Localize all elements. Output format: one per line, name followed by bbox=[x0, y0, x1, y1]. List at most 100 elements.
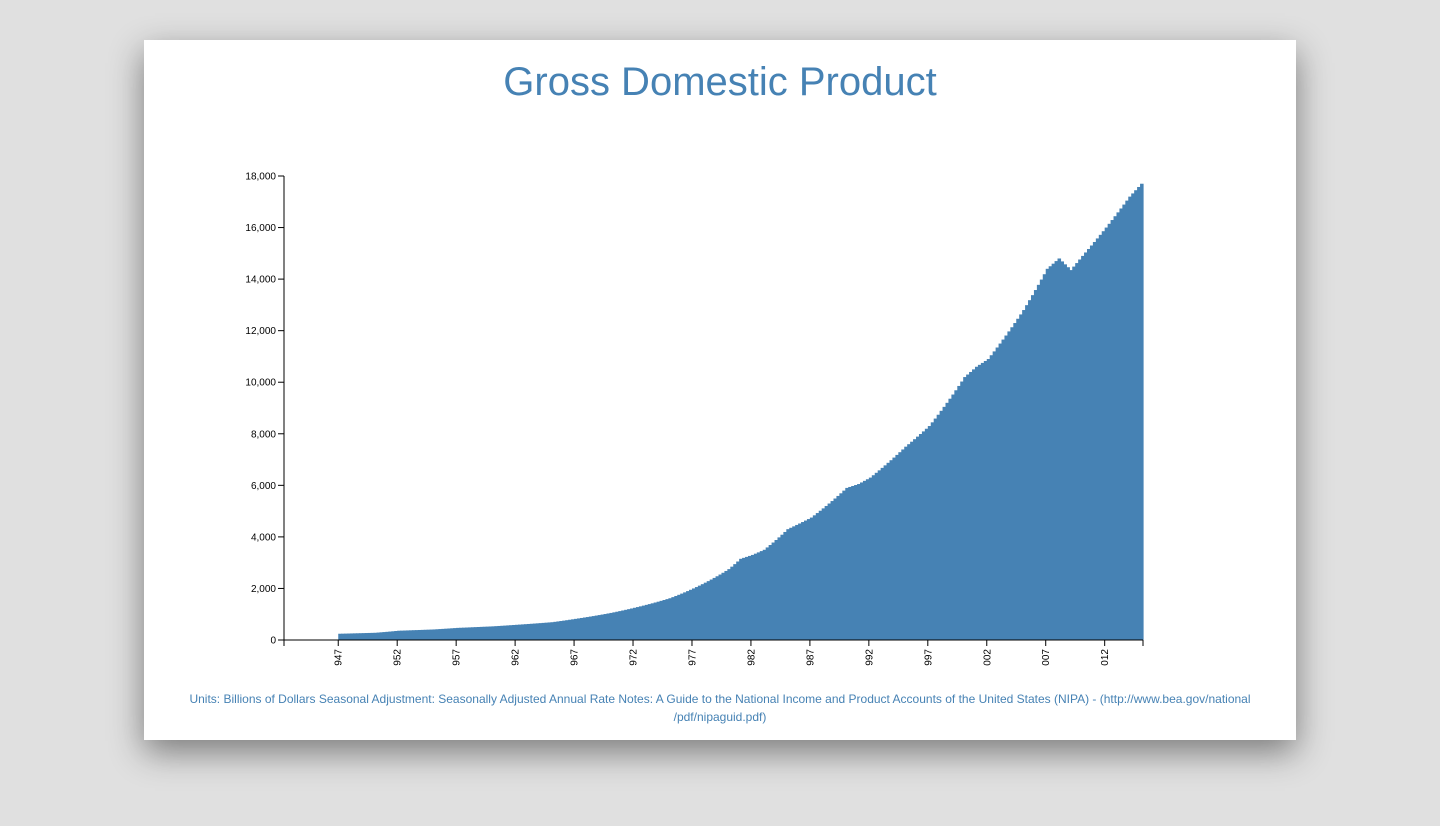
bar bbox=[689, 589, 693, 640]
y-tick-label: 4,000 bbox=[251, 532, 276, 543]
bar bbox=[450, 628, 454, 640]
bar bbox=[969, 371, 973, 640]
bar bbox=[488, 626, 493, 640]
bar bbox=[544, 622, 549, 640]
bar bbox=[615, 611, 619, 640]
bar bbox=[992, 351, 997, 640]
bar bbox=[553, 621, 557, 640]
bar bbox=[1013, 323, 1017, 640]
bar bbox=[756, 552, 761, 640]
bar bbox=[518, 624, 522, 640]
bar bbox=[860, 482, 864, 640]
bar bbox=[535, 623, 540, 640]
bar bbox=[621, 610, 625, 640]
bar bbox=[1078, 259, 1082, 640]
bar bbox=[862, 480, 867, 640]
x-tick-label: 012 bbox=[1100, 649, 1111, 666]
bar bbox=[1119, 208, 1123, 641]
bar bbox=[1030, 295, 1035, 640]
bar bbox=[783, 531, 787, 640]
bar bbox=[715, 576, 720, 640]
bar bbox=[907, 444, 911, 640]
bar bbox=[397, 630, 401, 640]
bar bbox=[420, 629, 425, 640]
bar bbox=[1016, 318, 1020, 640]
bar bbox=[804, 520, 808, 640]
bar bbox=[1025, 305, 1029, 640]
bar bbox=[998, 343, 1003, 640]
x-tick-label: 997 bbox=[923, 649, 934, 666]
bar bbox=[933, 418, 938, 640]
bar bbox=[515, 624, 519, 640]
x-tick-label: 962 bbox=[511, 649, 522, 666]
bar bbox=[1039, 279, 1044, 640]
bar bbox=[594, 615, 599, 640]
bar bbox=[1072, 266, 1076, 640]
bar bbox=[385, 631, 389, 640]
bar bbox=[821, 508, 826, 640]
bar bbox=[1116, 212, 1121, 640]
bar bbox=[768, 545, 773, 640]
bar bbox=[739, 558, 743, 640]
bar bbox=[759, 551, 764, 640]
bar bbox=[355, 633, 360, 640]
bar bbox=[747, 555, 752, 640]
bar bbox=[482, 626, 487, 640]
bar bbox=[1110, 220, 1115, 640]
bar bbox=[1010, 327, 1014, 640]
bar bbox=[473, 627, 478, 640]
bar bbox=[571, 619, 575, 640]
bar bbox=[718, 574, 723, 640]
bar bbox=[662, 600, 667, 640]
bar bbox=[1075, 263, 1079, 640]
x-tick-label: 947 bbox=[334, 649, 345, 666]
bar bbox=[777, 537, 782, 640]
bar bbox=[485, 626, 490, 640]
bar bbox=[871, 475, 876, 640]
bar bbox=[709, 579, 714, 640]
bar bbox=[795, 524, 799, 640]
bar bbox=[691, 588, 696, 640]
bar bbox=[842, 490, 846, 640]
bar bbox=[565, 620, 569, 640]
x-tick-label: 967 bbox=[570, 649, 581, 666]
bar bbox=[818, 510, 823, 640]
bar bbox=[600, 614, 605, 640]
bar bbox=[836, 495, 840, 640]
bar bbox=[491, 626, 496, 640]
bar bbox=[742, 557, 746, 640]
bar bbox=[538, 623, 543, 640]
bar bbox=[417, 629, 422, 640]
bar bbox=[1069, 270, 1073, 640]
bar bbox=[792, 526, 796, 640]
bar bbox=[1081, 255, 1085, 640]
bar bbox=[830, 501, 835, 640]
bar bbox=[574, 618, 578, 640]
x-tick-label: 992 bbox=[864, 649, 875, 666]
bar bbox=[916, 436, 920, 640]
bar bbox=[435, 629, 440, 640]
bar bbox=[426, 629, 431, 640]
bar bbox=[1107, 223, 1112, 640]
bar bbox=[408, 630, 413, 640]
bar bbox=[462, 627, 466, 640]
bar bbox=[1137, 186, 1141, 641]
bar bbox=[1134, 190, 1138, 640]
y-tick-label: 8,000 bbox=[251, 429, 276, 440]
bar bbox=[827, 503, 832, 640]
bar bbox=[824, 505, 829, 640]
bar bbox=[447, 628, 451, 640]
bar bbox=[972, 369, 976, 640]
bar bbox=[470, 627, 475, 640]
bar bbox=[1033, 290, 1038, 640]
bar bbox=[653, 602, 658, 640]
bar bbox=[612, 612, 616, 640]
bar bbox=[406, 630, 410, 640]
bar bbox=[942, 406, 947, 640]
bar bbox=[388, 631, 392, 640]
bar bbox=[765, 547, 770, 640]
bar bbox=[798, 523, 802, 640]
y-tick-label: 0 bbox=[270, 636, 276, 647]
bar bbox=[883, 465, 888, 640]
bar bbox=[898, 452, 902, 640]
